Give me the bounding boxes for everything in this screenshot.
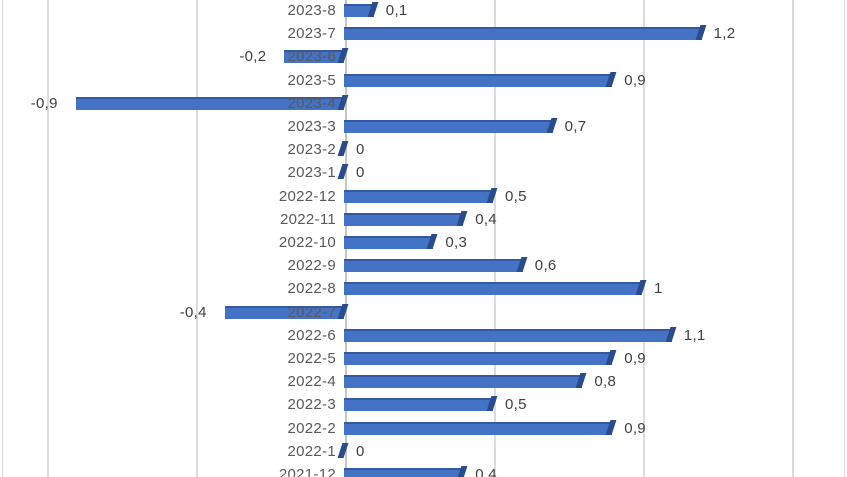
bar: [344, 2, 379, 17]
value-label: 0,4: [475, 466, 497, 477]
category-label: 2022-9: [287, 257, 336, 275]
value-label: 0,1: [385, 2, 408, 19]
category-label: 2022-5: [287, 350, 336, 367]
value-label: -0,4: [179, 303, 207, 321]
bar: [344, 419, 617, 435]
value-label: 0,5: [505, 187, 527, 205]
value-label: 0,9: [624, 71, 646, 89]
value-label: 0,9: [624, 350, 646, 367]
bar-3d-end-cap: [605, 419, 617, 435]
bar-3d-end-cap: [426, 234, 438, 249]
bar-3d-end-cap: [605, 71, 617, 87]
bar-3d-end-cap: [456, 466, 468, 477]
category-label: 2023-7: [287, 25, 336, 43]
value-label: 0,5: [505, 396, 527, 414]
category-label: 2023-5: [287, 71, 336, 89]
category-label: 2022-7: [287, 303, 336, 321]
category-label: 2023-3: [287, 118, 336, 135]
bar: [344, 187, 498, 203]
category-label: 2022-8: [287, 280, 336, 298]
category-label: 2023-6: [287, 48, 336, 66]
bar-3d-end-cap: [575, 373, 587, 389]
bar-3d-end-cap: [695, 25, 707, 41]
category-label: 2022-11: [279, 210, 336, 228]
bar-3d-end-cap: [605, 350, 617, 365]
value-label: 0: [356, 141, 365, 159]
plot-right-border: [844, 0, 845, 477]
category-label: 2023-8: [287, 2, 336, 19]
bar: [344, 326, 677, 342]
value-label: 1,2: [713, 25, 736, 43]
bar: [344, 396, 498, 412]
value-label: 0: [356, 442, 365, 460]
bar: [344, 210, 468, 226]
bar: [344, 71, 617, 87]
category-label: 2022-4: [287, 373, 336, 391]
value-label: 0,4: [475, 210, 497, 228]
value-label: 0: [356, 164, 365, 182]
bar: [344, 466, 468, 477]
value-label: -0,2: [239, 48, 267, 66]
category-label: 2023-4: [287, 94, 336, 112]
bar: [344, 25, 707, 41]
bar-3d-end-cap: [367, 2, 379, 17]
bar-3d-end-cap: [456, 210, 468, 226]
gridline: [643, 0, 645, 477]
category-label: 2022-10: [278, 234, 336, 251]
plot-left-border: [2, 0, 3, 477]
gridline: [196, 0, 198, 477]
category-label: 2022-1: [287, 442, 336, 460]
bar: [224, 303, 349, 319]
bar: [344, 280, 647, 296]
category-label: 2021-12: [278, 466, 336, 477]
value-label: 1,1: [683, 326, 706, 344]
category-label: 2023-2: [287, 141, 336, 159]
bar-3d-end-cap: [516, 257, 528, 273]
value-label: 0,3: [445, 234, 468, 251]
bar-3d-end-cap: [546, 118, 558, 133]
category-label: 2022-2: [287, 419, 336, 437]
gridline: [47, 0, 49, 477]
gridline: [494, 0, 496, 477]
value-label: 0,8: [594, 373, 617, 391]
category-label: 2023-1: [287, 164, 336, 182]
bar: [344, 373, 587, 389]
bar: [284, 48, 349, 64]
value-label: -0,9: [30, 94, 58, 112]
bar: [344, 350, 617, 365]
value-label: 1: [654, 280, 663, 298]
bar-3d-end-cap: [665, 326, 677, 342]
gridline: [792, 0, 794, 477]
bar: [75, 94, 349, 110]
value-label: 0,9: [624, 419, 646, 437]
bar: [344, 257, 528, 273]
value-label: 0,7: [564, 118, 587, 135]
bar: [344, 234, 438, 249]
category-label: 2022-12: [278, 187, 336, 205]
bar: [344, 118, 558, 133]
category-label: 2022-6: [287, 326, 336, 344]
value-label: 0,6: [534, 257, 557, 275]
category-label: 2022-3: [287, 396, 336, 414]
